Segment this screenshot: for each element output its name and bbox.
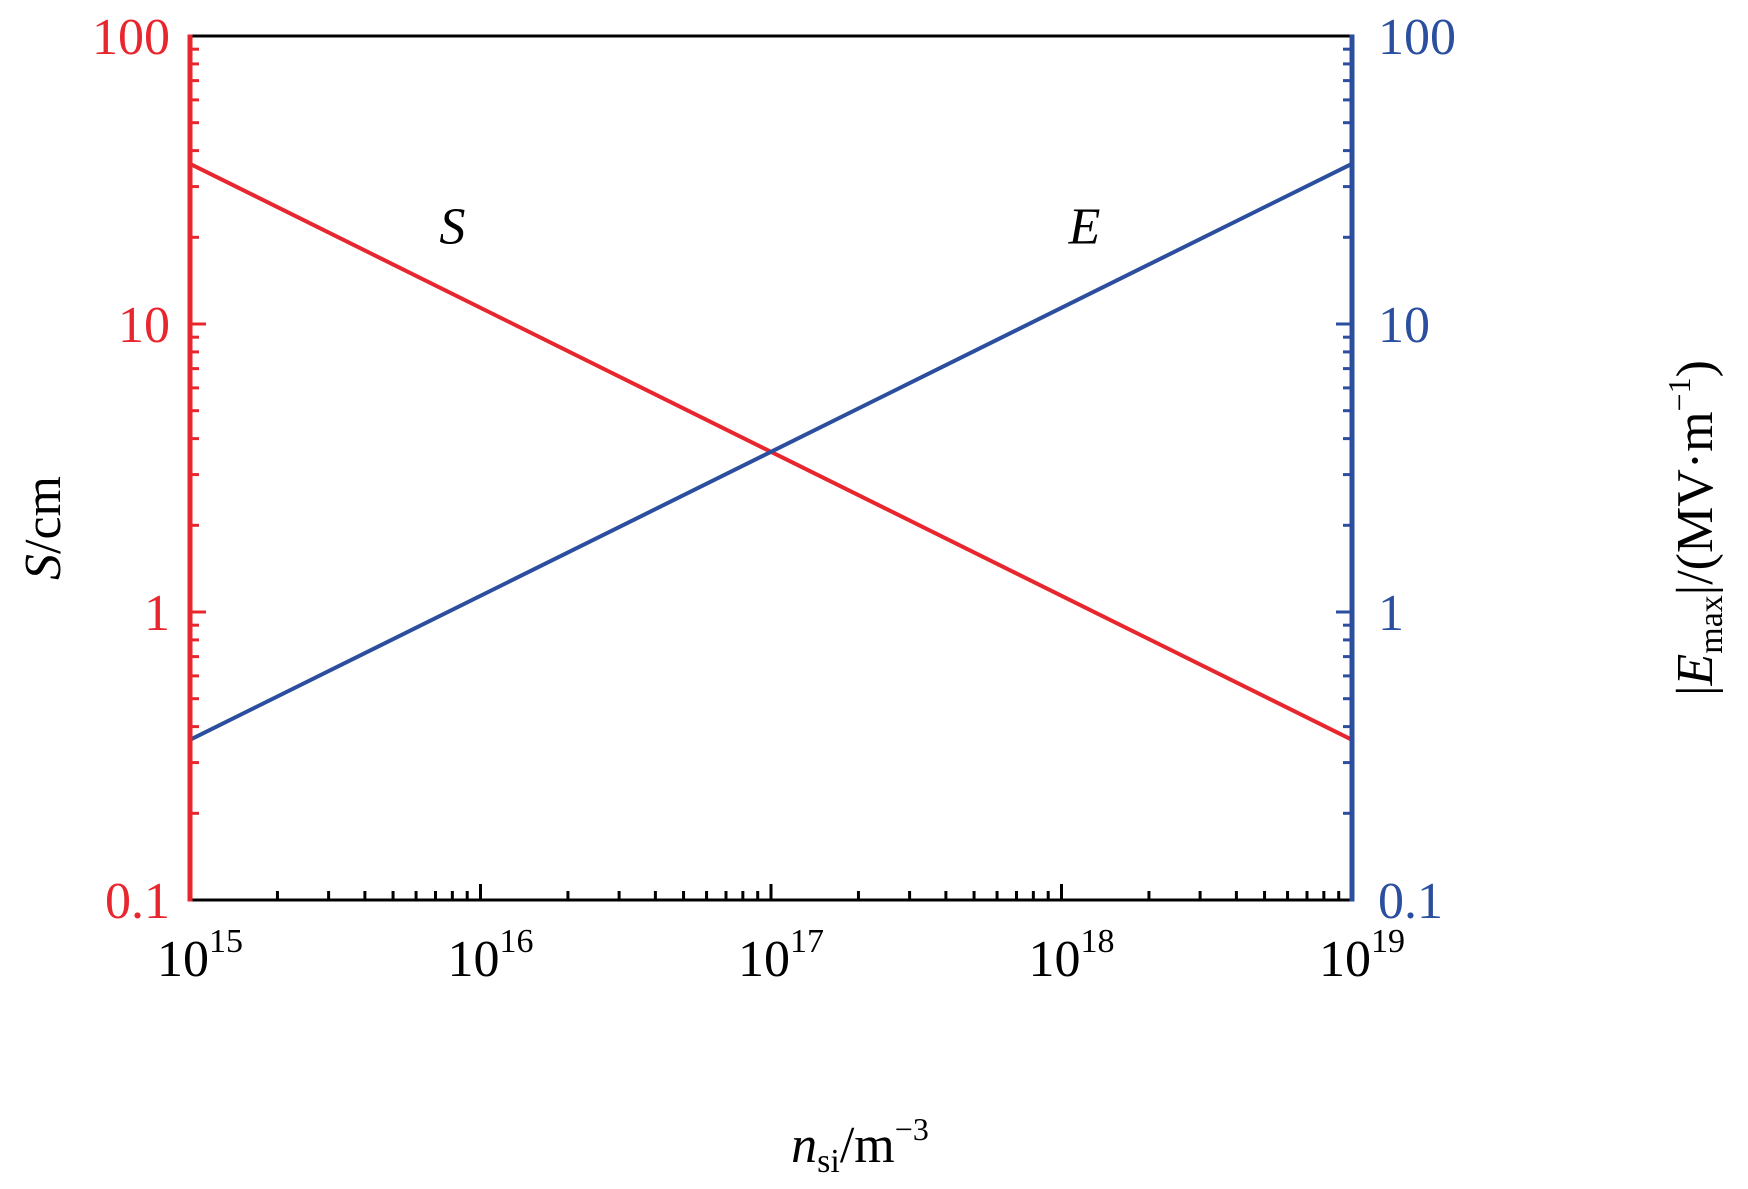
series-line-e: [189, 162, 1353, 742]
x-axis-label: nsi/m−3: [791, 1111, 929, 1180]
annotation-s: S: [439, 198, 465, 255]
y-left-tick-label: 10: [118, 297, 170, 354]
y-right-tick-label: 100: [1378, 9, 1456, 66]
y-right-label-main: E: [1667, 654, 1724, 687]
y-right-label-bar-open: |: [1667, 686, 1724, 696]
x-tick-base: 10: [1029, 931, 1081, 988]
series-lines: [189, 162, 1353, 742]
y-right-axis-label: |Emax|/(MV·m−1): [1661, 360, 1730, 696]
x-tick-exp: 19: [1371, 923, 1405, 960]
y-right-label-close: ): [1667, 360, 1724, 377]
y-right-label-bar-close: |: [1667, 585, 1724, 595]
x-tick-label: 1015: [157, 923, 243, 988]
x-tick-exp: 15: [209, 923, 243, 960]
y-left-tick-label: 0.1: [105, 873, 170, 930]
x-tick-label: 1018: [1029, 923, 1115, 988]
y-right-tick-label: 1: [1378, 585, 1404, 642]
plot-frame: [187, 34, 1355, 902]
x-tick-base: 10: [157, 931, 209, 988]
y-left-axis-label: S/cm: [15, 476, 72, 580]
y-left-label-main: S: [15, 554, 72, 580]
x-tick-exp: 17: [790, 923, 824, 960]
x-tick-base: 10: [448, 931, 500, 988]
x-tick-exp: 18: [1081, 923, 1115, 960]
x-tick-label: 1019: [1319, 923, 1405, 988]
y-right-tick-label: 0.1: [1378, 873, 1443, 930]
y-right-tick-label: 10: [1378, 297, 1430, 354]
y-right-label-unit: /(MV·m: [1667, 411, 1724, 584]
x-label-sub: si: [817, 1143, 840, 1180]
x-label-sup: −3: [895, 1111, 929, 1147]
x-label-main: n: [791, 1117, 817, 1174]
y-right-label-sup: −1: [1661, 377, 1697, 411]
x-tick-base: 10: [1319, 931, 1371, 988]
annotation-e: E: [1068, 198, 1101, 255]
x-tick-label: 1017: [738, 923, 824, 988]
y-left-label-unit: /cm: [15, 476, 72, 554]
tick-marks: [188, 47, 1354, 902]
x-label-unit: /m: [840, 1117, 895, 1174]
y-right-label-sub: max: [1693, 595, 1730, 654]
y-left-tick-label: 1: [144, 585, 170, 642]
x-tick-base: 10: [738, 931, 790, 988]
x-tick-exp: 16: [500, 923, 534, 960]
y-left-tick-label: 100: [92, 9, 170, 66]
x-tick-label: 1016: [448, 923, 534, 988]
